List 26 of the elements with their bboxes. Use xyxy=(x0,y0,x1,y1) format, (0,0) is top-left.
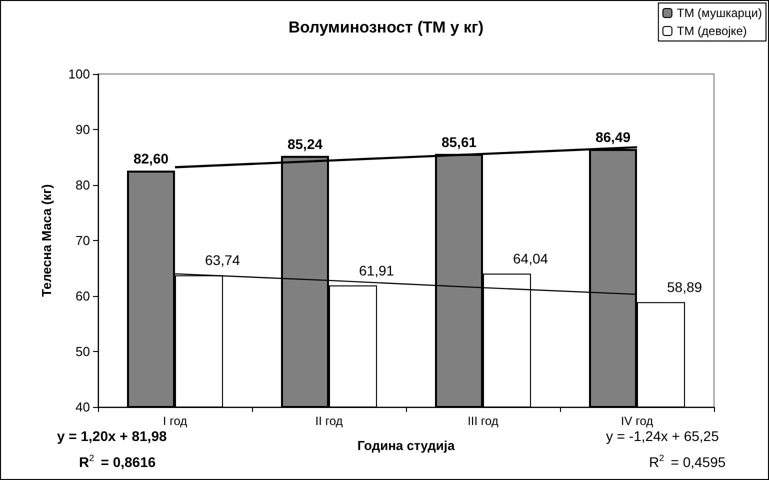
y-tick-label: 60 xyxy=(76,288,90,304)
y-tick-label: 70 xyxy=(76,233,90,248)
legend-label: ТМ (мушкарци) xyxy=(676,6,762,20)
y-tick-label: 100 xyxy=(68,66,90,82)
y-axis-title: Телесна Маса (кг) xyxy=(39,184,54,297)
data-label: 58,89 xyxy=(667,279,702,296)
x-axis-title: Година студија xyxy=(357,438,456,453)
data-label: 86,49 xyxy=(595,128,631,145)
chart-title: Волуминозност (ТМ у кг) xyxy=(288,20,484,36)
y-tick-label: 50 xyxy=(76,344,90,359)
legend-label: ТМ (девојке) xyxy=(676,24,747,38)
y-tick-label: 40 xyxy=(76,400,90,414)
x-tick-label: IV год xyxy=(620,414,654,428)
data-label: 82,60 xyxy=(133,150,169,167)
data-label: 85,61 xyxy=(441,134,477,150)
x-tick-label: I год xyxy=(162,414,188,428)
data-label: 85,24 xyxy=(287,136,323,152)
y-tick-label: 80 xyxy=(76,178,90,192)
text: y = 1,20x + 81,98 xyxy=(57,428,167,444)
text: y = -1,24x + 65,25 xyxy=(606,428,720,444)
data-label: 64,04 xyxy=(513,250,548,267)
data-label: 61,91 xyxy=(359,262,394,278)
data-label: 63,74 xyxy=(205,252,240,268)
x-tick-label: III год xyxy=(468,414,498,428)
y-tick-label: 90 xyxy=(76,122,90,137)
x-tick-label: II год xyxy=(315,414,343,428)
